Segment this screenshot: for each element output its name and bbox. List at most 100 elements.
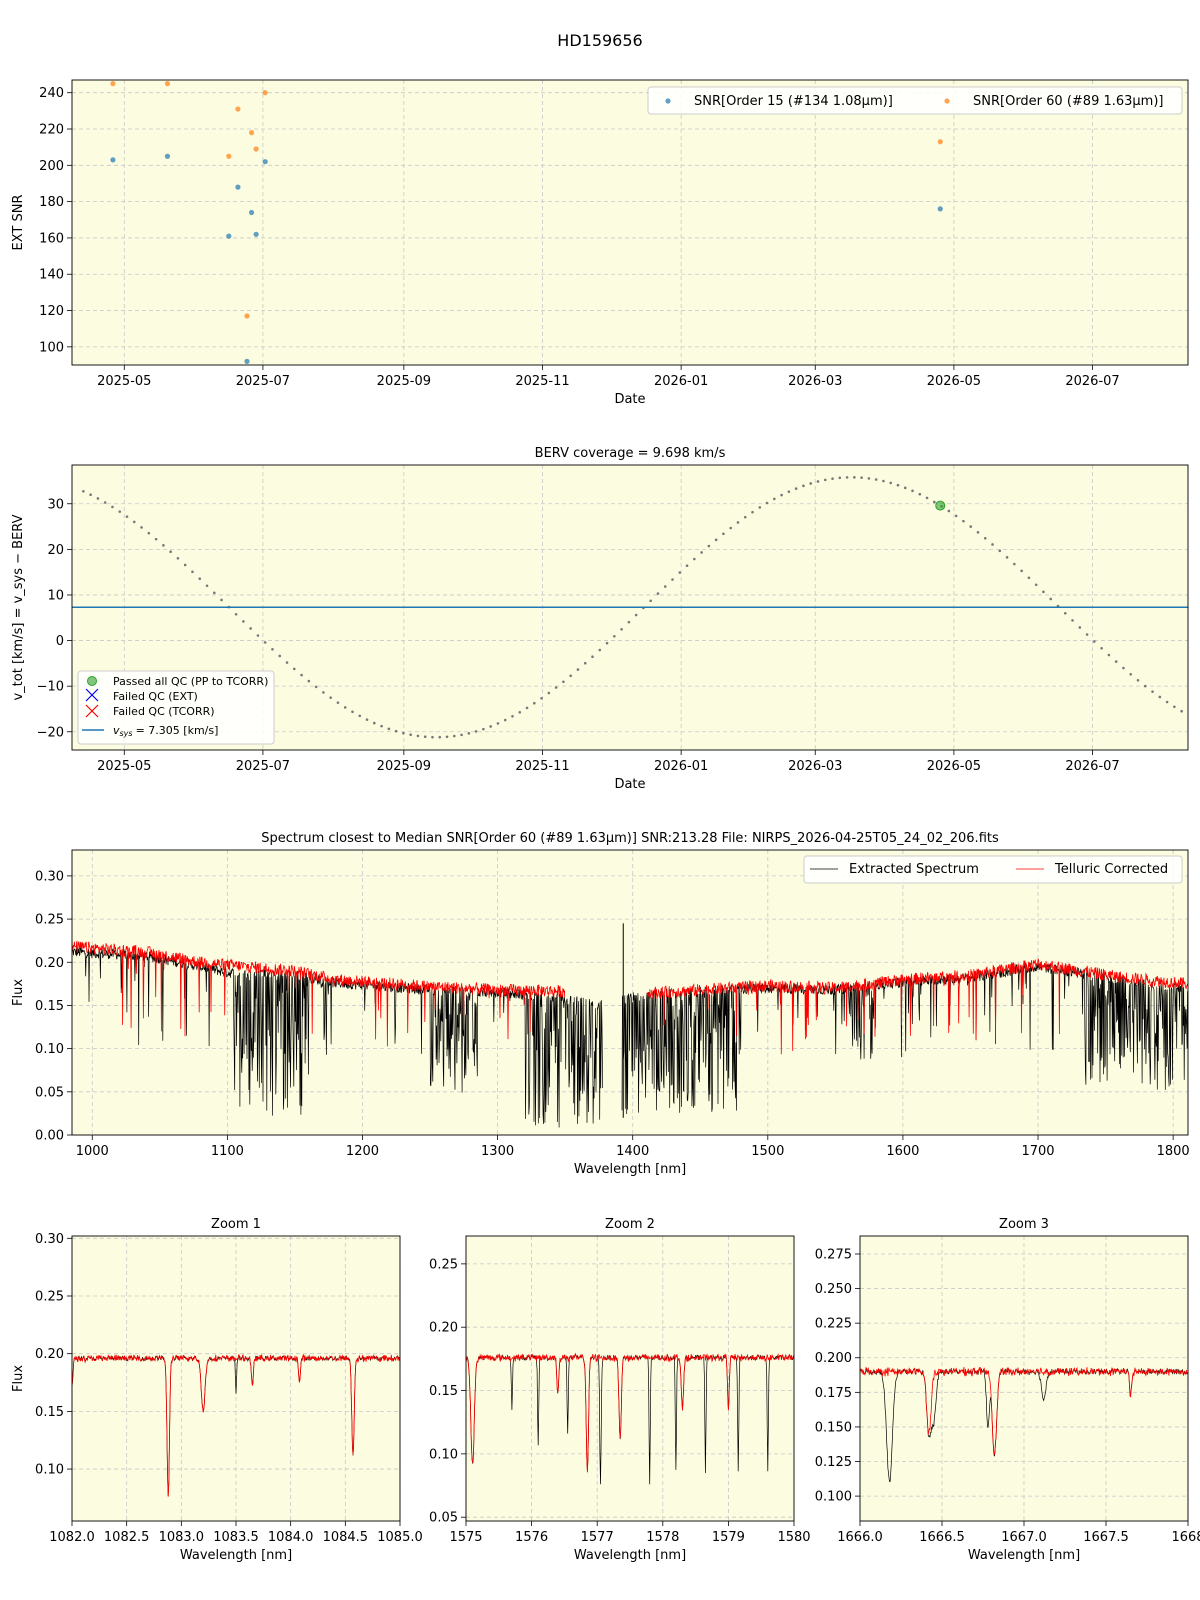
y-tick-label: 140 <box>39 268 64 283</box>
y-tick-label: 0.30 <box>35 869 64 884</box>
berv-dot <box>212 591 216 595</box>
berv-dot <box>983 536 987 540</box>
legend-marker <box>665 98 671 104</box>
axes-frame <box>71 1235 401 1522</box>
y-tick-label: 0.25 <box>429 1257 458 1272</box>
y-tick-label: 0.275 <box>815 1247 852 1262</box>
berv-dot <box>627 620 631 624</box>
berv-dot <box>903 486 907 490</box>
berv-dot <box>220 598 223 602</box>
legend: Extracted Spectrum Telluric Corrected <box>803 855 1183 884</box>
berv-dot <box>147 531 151 535</box>
berv-dot <box>547 691 551 695</box>
berv-dot <box>162 544 165 547</box>
x-tick-label: 1084.5 <box>323 1530 369 1545</box>
berv-dot <box>583 661 587 665</box>
berv-dot <box>1122 666 1125 670</box>
legend-label-part: sys <box>120 729 133 738</box>
y-tick-label: 240 <box>39 86 64 101</box>
snr-point <box>937 139 943 145</box>
y-tick-label: 0.20 <box>35 956 64 971</box>
berv-dot <box>998 549 1002 553</box>
berv-dot <box>343 706 347 709</box>
berv-dot <box>103 501 107 504</box>
y-tick-label: 0.200 <box>815 1351 852 1366</box>
x-axis-label: Date <box>614 777 645 792</box>
legend-marker <box>85 688 99 702</box>
berv-dot <box>292 667 296 671</box>
berv-dot <box>809 482 812 485</box>
berv-dot <box>1093 640 1096 643</box>
x-axis-label: Wavelength [nm] <box>180 1548 292 1563</box>
berv-dot <box>867 477 871 480</box>
x-tick-label: 1000 <box>76 1144 109 1159</box>
axes-frame <box>465 1235 795 1522</box>
berv-dot <box>882 479 885 483</box>
berv-dot <box>845 476 849 479</box>
berv-dot <box>991 543 994 546</box>
x-tick-label: 2025-11 <box>515 374 569 389</box>
berv-dot <box>874 478 878 481</box>
spectrum-panel: 1000 1100 1200 1300 1400 1500 1600 1700 1800 0.00… <box>11 831 1190 1177</box>
berv-dot <box>402 731 405 735</box>
berv-dot <box>1042 590 1045 594</box>
y-tick-label: 0.20 <box>429 1321 458 1336</box>
berv-dot <box>154 537 158 541</box>
y-tick-label: −20 <box>37 725 64 740</box>
snr-point <box>937 206 943 212</box>
y-tick-label: 0.10 <box>35 1463 64 1478</box>
berv-dot <box>896 483 900 487</box>
x-tick-label: 1084.0 <box>268 1530 314 1545</box>
berv-dot <box>860 476 863 479</box>
axes-frame <box>71 849 1189 1136</box>
berv-dot <box>365 718 369 721</box>
berv-dot <box>118 510 122 513</box>
snr-point <box>164 153 171 159</box>
plot-area <box>72 80 1188 365</box>
x-tick-label: 1575 <box>449 1530 482 1545</box>
berv-dot <box>351 710 354 714</box>
x-tick-label: 1577 <box>581 1530 614 1545</box>
berv-dot <box>853 476 856 479</box>
berv-dot <box>489 725 492 728</box>
snr-point <box>164 81 171 87</box>
berv-dot <box>169 550 172 554</box>
telluric-corrected-line <box>71 940 1189 1055</box>
x-tick-label: 1500 <box>751 1144 784 1159</box>
x-tick-label: 1083.0 <box>159 1530 205 1545</box>
berv-dot <box>1100 647 1103 650</box>
berv-dot <box>380 724 383 728</box>
axes-title: Zoom 2 <box>605 1217 655 1232</box>
zoom3-panel: 1666.0 1666.5 1667.0 1667.5 1668 0.100 0.125 0.… <box>815 1217 1200 1563</box>
berv-dot <box>605 641 609 645</box>
axes-title: BERV coverage = 9.698 km/s <box>535 446 726 461</box>
legend-label: vsys = 7.305 [km/s] <box>113 724 218 738</box>
berv-dot <box>278 654 282 658</box>
berv-dot <box>416 734 420 738</box>
legend-frame <box>77 670 275 745</box>
axes-title: Zoom 1 <box>211 1217 261 1232</box>
berv-dot <box>722 532 725 536</box>
berv-dot <box>387 727 391 731</box>
berv-dot <box>765 501 769 505</box>
berv-dot <box>1165 700 1169 704</box>
x-tick-label: 1100 <box>211 1144 244 1159</box>
berv-dot <box>918 492 922 496</box>
y-tick-label: 120 <box>39 304 64 319</box>
x-axis-label: Wavelength [nm] <box>574 1162 686 1177</box>
berv-dot <box>111 505 114 509</box>
snr-point <box>226 233 232 239</box>
legend-frame <box>803 855 1183 884</box>
berv-dot <box>554 686 558 689</box>
y-tick-label: 0.05 <box>35 1085 64 1100</box>
berv-dot <box>911 489 914 493</box>
berv-dot <box>816 480 820 483</box>
y-tick-label: 160 <box>39 231 64 246</box>
berv-dot <box>976 531 980 534</box>
legend-label: Extracted Spectrum <box>849 862 979 877</box>
berv-dot <box>96 497 100 500</box>
berv-dot <box>714 538 718 542</box>
berv-dot <box>234 612 238 616</box>
berv-dot <box>1085 633 1089 636</box>
snr-point <box>226 153 232 159</box>
